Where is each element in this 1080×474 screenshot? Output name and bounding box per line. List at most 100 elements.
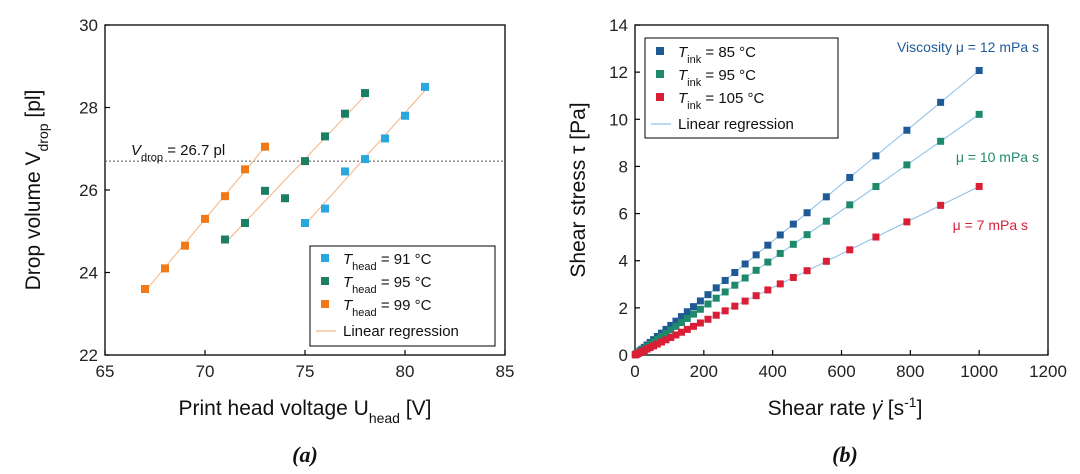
panel-b-point xyxy=(677,319,685,327)
panel-a-point xyxy=(321,132,329,141)
panel-b-point xyxy=(696,305,704,313)
panel-b-point xyxy=(846,246,854,254)
panel-b-point xyxy=(650,338,658,346)
panel-b-point xyxy=(776,280,784,288)
panel-b-point xyxy=(696,319,704,327)
panel-b-point xyxy=(662,329,670,337)
panel-b-point xyxy=(822,217,830,225)
panel-b-point xyxy=(975,66,983,74)
panel-b-point xyxy=(658,332,666,340)
panel-b-point xyxy=(741,260,749,268)
panel-b-point xyxy=(683,314,691,322)
panel-b-x-tick-label: 600 xyxy=(827,362,855,381)
legend-a-marker-99 xyxy=(321,300,329,308)
panel-b-point xyxy=(803,209,811,217)
panel-b-point xyxy=(822,193,830,201)
panel-b-point xyxy=(721,307,729,315)
panel-b-point xyxy=(667,333,675,341)
panel-a-point xyxy=(261,142,269,151)
panel-a-reference-value: = 26.7 pl xyxy=(163,142,225,159)
annotation-viscosity-12: Viscosity μ = 12 mPa s xyxy=(897,39,1039,55)
panel-a-y-tick-label: 26 xyxy=(79,181,98,200)
panel-a-point xyxy=(281,194,289,203)
panel-b-point xyxy=(672,317,680,325)
panel-b-point xyxy=(872,183,880,191)
panel-b-y-tick-label: 2 xyxy=(619,299,628,318)
panel-a-point xyxy=(341,167,349,176)
legend-a-label-99: Thead = 99 °C xyxy=(343,297,432,319)
panel-b-point xyxy=(803,267,811,275)
panel-a-legend-box xyxy=(309,245,496,347)
panel-a-point xyxy=(181,241,189,250)
panel-b-point xyxy=(975,182,983,190)
panel-b-point xyxy=(677,328,685,336)
panel-b-point xyxy=(731,268,739,276)
panel-b-y-tick-label: 6 xyxy=(619,205,628,224)
panel-b-y-tick-label: 4 xyxy=(619,252,628,271)
panel-b-point xyxy=(752,292,760,300)
panel-a-point xyxy=(301,219,309,227)
panel-b-point xyxy=(662,325,670,333)
panel-a-y-axis-label: Drop volume Vdrop [pl] xyxy=(22,90,51,291)
panel-b-point xyxy=(712,284,720,292)
panel-a-y-tick-label: 28 xyxy=(79,99,98,118)
panel-b-y-axis-label: Shear stress τ [Pa] xyxy=(567,102,590,277)
panel-b-point xyxy=(937,201,945,209)
panel-b-x-ticks: 0 200 400 600 800 1000 1200 xyxy=(630,350,1067,381)
panel-b-point xyxy=(667,326,675,334)
panel-a-label: (a) xyxy=(292,442,318,467)
legend-a-label-95: Thead = 95 °C xyxy=(343,274,432,296)
panel-a-point xyxy=(161,264,169,273)
panel-b-point xyxy=(721,288,729,296)
panel-b-point xyxy=(662,336,670,344)
panel-a-point xyxy=(321,204,329,213)
panel-b-x-tick-label: 800 xyxy=(896,362,924,381)
panel-b-point xyxy=(683,308,691,316)
panel-a-y-tick-label: 30 xyxy=(79,16,98,35)
panel-a-x-tick-label: 80 xyxy=(396,362,415,381)
panel-a-y-ticks: 22 24 26 28 30 xyxy=(79,16,110,365)
panel-b-y-ticks: 0 2 4 6 8 10 12 14 xyxy=(609,16,640,365)
panel-a-point xyxy=(141,285,149,293)
panel-b-point xyxy=(937,98,945,106)
panel-b-point xyxy=(776,249,784,257)
panel-b-point xyxy=(690,310,698,318)
panel-a-point xyxy=(301,157,309,166)
panel-a-x-tick-label: 75 xyxy=(296,362,315,381)
panel-b-x-tick-label: 400 xyxy=(758,362,786,381)
panel-b-point xyxy=(846,201,854,209)
legend-b-label-105: Tink = 105 °C xyxy=(678,90,765,112)
panel-a-point xyxy=(241,165,249,174)
panel-b-y-tick-label: 0 xyxy=(619,346,628,365)
panel-a-x-tick-label: 65 xyxy=(96,362,115,381)
panel-b-point xyxy=(731,302,739,310)
legend-b-label-95: Tink = 95 °C xyxy=(678,67,756,89)
panel-b-point xyxy=(650,342,658,350)
panel-b-point xyxy=(658,338,666,346)
panel-b-point xyxy=(903,126,911,134)
panel-a-legend: Thead = 91 °C Thead = 95 °C Thead = 99 °… xyxy=(309,245,496,347)
panel-b-point xyxy=(696,297,704,305)
panel-b-chart: 0 200 400 600 800 1000 1200 0 2 4 6 8 10 12 14 Tink =… xyxy=(567,16,1067,467)
panel-b-point xyxy=(764,241,772,249)
panel-b-x-tick-label: 0 xyxy=(630,362,639,381)
panel-b-x-tick-label: 200 xyxy=(690,362,718,381)
panel-a-point xyxy=(361,155,369,164)
panel-b-point xyxy=(653,335,661,343)
panel-b-point xyxy=(803,231,811,239)
panel-b-y-tick-label: 10 xyxy=(609,110,628,129)
panel-b-point xyxy=(752,251,760,259)
panel-b-point xyxy=(741,297,749,305)
panel-b-legend: Tink = 85 °C Tink = 95 °C Tink = 105 °C … xyxy=(644,37,839,139)
panel-a-point xyxy=(241,219,249,227)
panel-b-label: (b) xyxy=(832,442,858,467)
panel-b-point xyxy=(741,274,749,282)
panel-b-point xyxy=(667,321,675,329)
panel-a-x-axis-label: Print head voltage Uhead [V] xyxy=(179,397,432,426)
legend-b-marker-95 xyxy=(656,70,664,78)
panel-b-y-tick-label: 8 xyxy=(619,157,628,176)
panel-a-chart: Vdrop = 26.7 pl 65 70 75 80 85 22 24 26 28 30 Th… xyxy=(22,16,514,467)
panel-b-point xyxy=(846,173,854,181)
panel-b-point xyxy=(712,294,720,302)
